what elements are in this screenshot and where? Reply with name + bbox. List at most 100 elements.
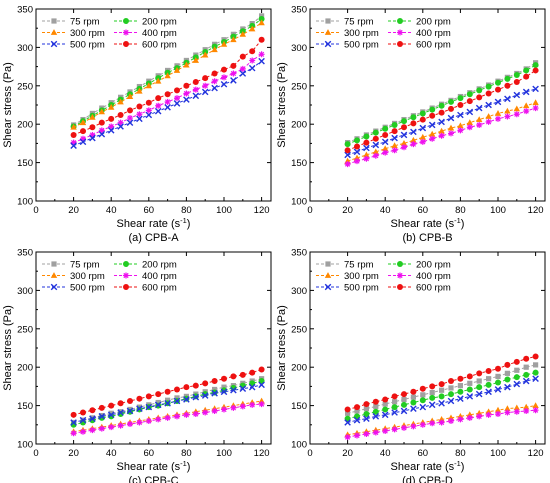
data-point — [239, 371, 246, 378]
legend-marker — [50, 40, 58, 48]
data-point — [108, 103, 115, 110]
data-point — [354, 137, 360, 144]
data-point — [211, 70, 218, 77]
data-point — [344, 147, 351, 154]
legend-label: 200 rpm — [416, 17, 451, 28]
data-point — [466, 108, 474, 116]
data-point — [457, 375, 464, 382]
series-5 — [70, 381, 265, 426]
data-point — [192, 86, 199, 93]
data-point — [457, 127, 464, 134]
data-point — [249, 48, 256, 55]
data-point — [192, 57, 199, 63]
data-point — [382, 131, 389, 138]
data-point — [173, 100, 181, 107]
y-tick-label: 100 — [17, 197, 33, 208]
data-point — [532, 85, 539, 93]
data-point — [174, 413, 180, 420]
x-axis-label: Shear rate (s-1) — [117, 459, 191, 473]
x-axis-label: Shear rate (s-1) — [391, 459, 465, 473]
data-point — [258, 401, 265, 408]
y-axis-label: Shear stress (Pa) — [276, 62, 288, 148]
data-point — [258, 57, 265, 65]
data-point — [523, 67, 530, 74]
data-point — [79, 416, 87, 424]
data-point — [183, 411, 190, 418]
legend-entry-2: 200 rpm — [114, 260, 177, 271]
data-point — [457, 395, 464, 402]
data-point — [485, 368, 492, 375]
data-point — [192, 393, 200, 401]
data-point — [155, 416, 162, 423]
legend-marker — [397, 18, 403, 24]
x-axis-label-sup: -1 — [180, 216, 187, 225]
series-line — [347, 107, 536, 165]
data-point — [136, 87, 143, 94]
series-4 — [344, 105, 539, 168]
data-point — [239, 70, 247, 77]
data-point — [457, 95, 464, 102]
data-point — [127, 115, 133, 122]
data-point — [212, 386, 218, 393]
data-point — [80, 135, 86, 142]
data-point — [70, 411, 77, 418]
y-axis-label: Shear stress (Pa) — [2, 62, 14, 148]
legend-label: 500 rpm — [344, 283, 379, 294]
data-point — [419, 385, 426, 392]
data-point — [183, 96, 190, 103]
data-point — [401, 396, 407, 403]
data-point — [410, 114, 417, 121]
data-point — [457, 102, 464, 108]
data-point — [155, 95, 162, 102]
data-point — [513, 404, 520, 411]
legend-entry-1: 75 rpm — [42, 17, 100, 28]
data-point — [258, 15, 265, 22]
data-point — [495, 379, 501, 386]
data-point — [429, 130, 436, 137]
series-4 — [70, 51, 265, 146]
data-point — [136, 405, 143, 412]
x-axis-label-main: Shear rate (s — [117, 461, 181, 473]
data-point — [467, 380, 473, 386]
data-point — [448, 385, 454, 391]
data-point — [354, 143, 360, 150]
data-point — [504, 82, 511, 89]
data-point — [523, 73, 530, 80]
legend-entry-3: 300 rpm — [42, 28, 105, 39]
x-tick-label: 20 — [68, 205, 79, 216]
data-point — [183, 90, 190, 97]
legend-marker — [123, 18, 129, 24]
data-point — [89, 134, 96, 142]
x-tick-label: 0 — [33, 448, 38, 459]
data-point — [522, 377, 530, 385]
data-point — [533, 362, 539, 368]
data-point — [174, 395, 180, 401]
series-6 — [70, 366, 265, 418]
data-point — [429, 394, 436, 401]
legend-label: 400 rpm — [142, 28, 177, 39]
legend-entry-2: 200 rpm — [114, 17, 177, 28]
data-point — [258, 19, 265, 26]
data-point — [117, 119, 124, 126]
data-point — [514, 367, 520, 373]
data-point — [202, 409, 209, 416]
data-point — [363, 401, 370, 408]
data-point — [344, 161, 351, 168]
data-point — [344, 406, 351, 413]
data-point — [98, 119, 105, 126]
x-tick-label: 0 — [33, 205, 38, 216]
legend-marker — [123, 29, 129, 36]
data-point — [258, 36, 265, 43]
data-point — [495, 411, 501, 418]
data-point — [354, 408, 360, 414]
data-point — [230, 77, 237, 84]
data-point — [410, 423, 417, 430]
legend-marker — [50, 272, 58, 278]
data-point — [164, 414, 171, 421]
data-point — [155, 77, 162, 84]
legend-label: 600 rpm — [142, 40, 177, 51]
data-point — [249, 57, 256, 64]
data-point — [504, 405, 511, 412]
data-point — [220, 80, 228, 88]
data-point — [466, 373, 473, 380]
